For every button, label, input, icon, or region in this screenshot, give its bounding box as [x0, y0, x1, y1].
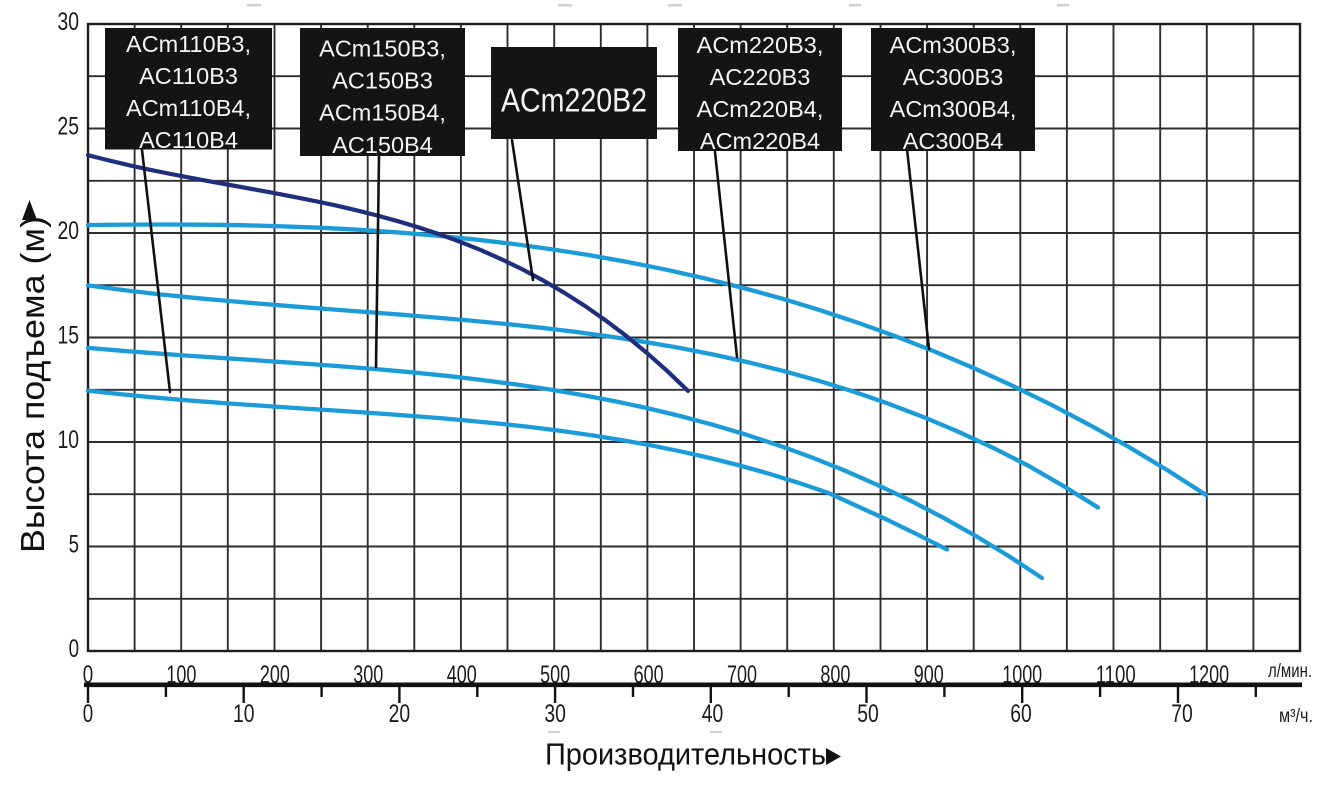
- svg-text:ACm150B3,: ACm150B3,: [319, 36, 446, 62]
- svg-text:AC220B3: AC220B3: [710, 64, 811, 90]
- svg-text:ACm220B4: ACm220B4: [700, 128, 820, 154]
- svg-text:5: 5: [69, 531, 79, 559]
- svg-text:м³/ч.: м³/ч.: [1279, 706, 1313, 727]
- svg-text:AC110B4: AC110B4: [139, 127, 238, 153]
- svg-text:л/мин.: л/мин.: [1268, 661, 1312, 682]
- svg-text:ACm110B3,: ACm110B3,: [126, 31, 251, 57]
- svg-text:15: 15: [58, 322, 80, 350]
- svg-text:50: 50: [857, 700, 879, 728]
- svg-text:10: 10: [58, 426, 80, 454]
- svg-text:0: 0: [69, 635, 79, 663]
- svg-text:20: 20: [58, 217, 80, 245]
- svg-text:ACm220B4,: ACm220B4,: [697, 96, 824, 122]
- svg-text:40: 40: [702, 700, 724, 728]
- svg-text:AC150B3: AC150B3: [332, 68, 433, 94]
- svg-text:ACm300B4,: ACm300B4,: [890, 96, 1017, 122]
- svg-text:30: 30: [58, 8, 80, 36]
- svg-text:Высота подъема (м): Высота подъема (м): [14, 216, 51, 553]
- svg-text:ACm220B3,: ACm220B3,: [697, 32, 824, 58]
- svg-text:ACm150B4,: ACm150B4,: [319, 100, 446, 126]
- svg-text:20: 20: [389, 700, 411, 728]
- svg-text:70: 70: [1171, 700, 1193, 728]
- svg-text:AC110B3: AC110B3: [139, 63, 238, 89]
- svg-text:AC300B4: AC300B4: [903, 128, 1004, 154]
- svg-text:ACm300B3,: ACm300B3,: [890, 32, 1017, 58]
- svg-text:Производительность: Производительность: [545, 737, 826, 772]
- svg-text:0: 0: [83, 700, 93, 728]
- svg-text:AC150B4: AC150B4: [332, 132, 433, 158]
- svg-text:25: 25: [58, 113, 80, 141]
- svg-text:60: 60: [1010, 700, 1032, 728]
- svg-text:30: 30: [544, 700, 566, 728]
- svg-text:ACm220B2: ACm220B2: [501, 82, 647, 119]
- svg-text:0: 0: [83, 661, 93, 689]
- svg-text:AC300B3: AC300B3: [903, 64, 1004, 90]
- svg-text:10: 10: [233, 700, 255, 728]
- svg-text:ACm110B4,: ACm110B4,: [126, 95, 251, 121]
